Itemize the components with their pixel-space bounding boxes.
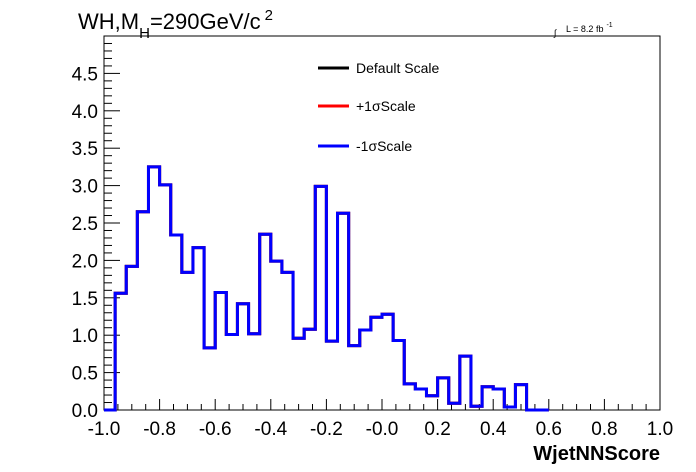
y-tick-label: 2.0 [72, 251, 98, 272]
x-tick-label: -0.6 [199, 419, 232, 440]
lumi-superscript: -1 [606, 22, 612, 29]
y-tick-label: 1.0 [72, 326, 98, 347]
x-axis-label: WjetNNScore [533, 443, 660, 465]
y-tick-label: 1.5 [72, 289, 98, 310]
title-main: WH,M [78, 9, 139, 34]
x-tick-label: -0.4 [254, 419, 287, 440]
x-tick-label: 0.4 [480, 419, 507, 440]
legend: Default Scale +1σScale -1σScale [318, 60, 439, 154]
series-layer [104, 165, 549, 412]
title-rest: =290GeV/c [150, 9, 261, 34]
title-superscript: 2 [265, 7, 273, 24]
y-tick-label: 2.5 [72, 214, 98, 235]
lumi-annotation: L = 8.2 fb -1 [566, 22, 613, 34]
x-tick-label: 0.6 [536, 419, 562, 440]
x-tick-label: -1.0 [88, 419, 121, 440]
legend-label-default-scale: Default Scale [356, 60, 439, 76]
legend-label-minus-1sigma-scale: -1σScale [356, 138, 412, 154]
y-tick-label: 4.0 [72, 102, 98, 123]
x-tick-label: 1.0 [647, 419, 673, 440]
lumi-text: L = 8.2 fb [566, 24, 603, 34]
x-tick-label: 0.8 [591, 419, 617, 440]
x-axis: -1.0 -0.8 -0.6 -0.4 -0.2 -0.0 0.2 0.4 0.6 0.8 1.0 [88, 399, 673, 440]
y-tick-label: 0.0 [72, 401, 98, 422]
chart-title: WH,MH=290GeV/c 2 [78, 7, 273, 42]
y-tick-label: 0.5 [72, 364, 98, 385]
x-tick-label: -0.8 [143, 419, 176, 440]
lumi-integral-symbol: ∫ [553, 28, 558, 38]
y-tick-label: 3.0 [72, 177, 98, 198]
legend-label-plus-1sigma-scale: +1σScale [356, 98, 416, 114]
series-line-minus-1sigma-scale [104, 165, 549, 412]
y-tick-label: 3.5 [72, 139, 98, 160]
x-tick-label: -0.2 [310, 419, 343, 440]
title-subscript: H [139, 25, 150, 42]
x-tick-label: 0.2 [424, 419, 450, 440]
x-tick-label: -0.0 [366, 419, 399, 440]
y-tick-label: 4.5 [72, 64, 98, 85]
